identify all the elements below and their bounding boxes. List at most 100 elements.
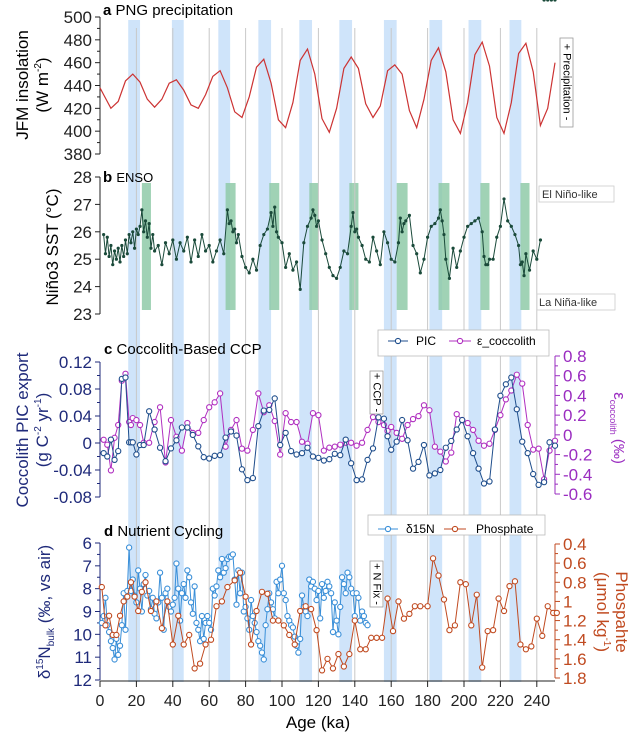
data-point [368, 634, 375, 641]
x-tick-label: 160 [378, 693, 405, 710]
data-point [180, 641, 187, 648]
data-point [211, 452, 218, 459]
legend-pic-label: PIC [416, 334, 436, 348]
data-point [513, 232, 517, 237]
data-point [206, 455, 213, 462]
data-point [305, 224, 310, 228]
data-point [129, 241, 133, 245]
data-point [222, 564, 229, 572]
data-point [458, 249, 462, 253]
data-point [247, 271, 251, 275]
data-point [215, 567, 222, 574]
data-point [513, 406, 520, 413]
data-point [424, 603, 431, 610]
data-point [318, 580, 326, 588]
data-point [271, 395, 278, 402]
data-point [153, 615, 160, 622]
data-point [364, 622, 371, 629]
data-point [122, 374, 129, 381]
svg-text:+ N Fix -: + N Fix - [371, 563, 383, 605]
data-point [127, 579, 135, 586]
data-point [400, 230, 404, 234]
panel-c-left-ylabel: Coccolith PIC export (g C-2 yr-1) [13, 352, 52, 507]
data-point [346, 574, 353, 581]
data-point [253, 607, 260, 615]
tick-label: 28 [73, 168, 92, 187]
data-point [120, 598, 127, 605]
legend-d15n-label: δ15N [406, 522, 435, 536]
data-point [335, 276, 339, 280]
data-point [355, 227, 359, 231]
data-point [287, 252, 291, 256]
data-point [247, 641, 255, 648]
data-point [184, 567, 191, 574]
data-point [528, 643, 535, 650]
legend-epsilon-label: ε_coccolith [477, 334, 536, 348]
data-point [489, 626, 497, 634]
data-point [320, 457, 328, 464]
data-point [244, 265, 248, 270]
data-point [313, 626, 320, 634]
data-point [233, 227, 237, 231]
data-point [314, 224, 319, 228]
data-point [167, 252, 171, 256]
data-point [258, 243, 262, 248]
data-point [404, 219, 408, 223]
data-point [118, 260, 122, 264]
legend-phosphate-label: Phosphate [476, 522, 534, 536]
data-point [437, 466, 444, 474]
data-point [309, 216, 313, 220]
data-point [129, 439, 136, 446]
data-point [338, 265, 342, 270]
tick-label: 12 [73, 671, 92, 690]
data-point [302, 603, 309, 610]
data-point [233, 601, 240, 608]
data-point [531, 249, 535, 253]
data-point [431, 443, 439, 450]
data-point [524, 252, 528, 256]
data-point [396, 241, 401, 245]
tick-label: 0.04 [59, 407, 92, 426]
data-point [280, 622, 287, 629]
data-point [264, 606, 271, 613]
data-point [480, 230, 484, 234]
data-point [353, 476, 360, 484]
n-fix-annotation: + N Fix - [369, 560, 384, 608]
data-point [453, 426, 460, 433]
data-point [171, 594, 178, 601]
panel-c-left-axis: -0.08 -0.04 0 0.04 0.08 0.12 [53, 353, 101, 507]
data-point [469, 449, 477, 457]
data-point [275, 590, 282, 597]
data-point [304, 612, 311, 620]
data-point [249, 474, 257, 482]
data-point [382, 230, 386, 234]
data-point [433, 221, 437, 226]
data-point [495, 235, 499, 239]
data-point [469, 426, 477, 434]
data-point [524, 421, 531, 429]
data-point [522, 646, 530, 653]
la-nina-label: La Niña-like [536, 293, 616, 311]
data-point [149, 246, 153, 250]
data-point [124, 593, 131, 600]
data-point [356, 235, 361, 239]
tick-label: -0.08 [53, 488, 92, 507]
data-point [222, 434, 229, 441]
tick-label: 0 [83, 434, 92, 453]
panel-d-right-ylabel: Phospahte (μmol kg-1) [593, 571, 631, 652]
data-point [265, 227, 270, 231]
data-point [349, 224, 353, 228]
data-point [282, 596, 289, 604]
data-point [346, 650, 353, 658]
tick-label: 0.6 [563, 367, 587, 386]
svg-text:La Niña-like: La Niña-like [539, 297, 597, 309]
data-point [140, 441, 147, 449]
data-point [426, 472, 433, 479]
data-point [530, 470, 537, 478]
data-point [316, 219, 320, 223]
data-point [426, 235, 430, 239]
data-point [202, 641, 209, 648]
data-point [107, 467, 115, 474]
data-point [258, 588, 266, 596]
data-point [111, 456, 118, 464]
